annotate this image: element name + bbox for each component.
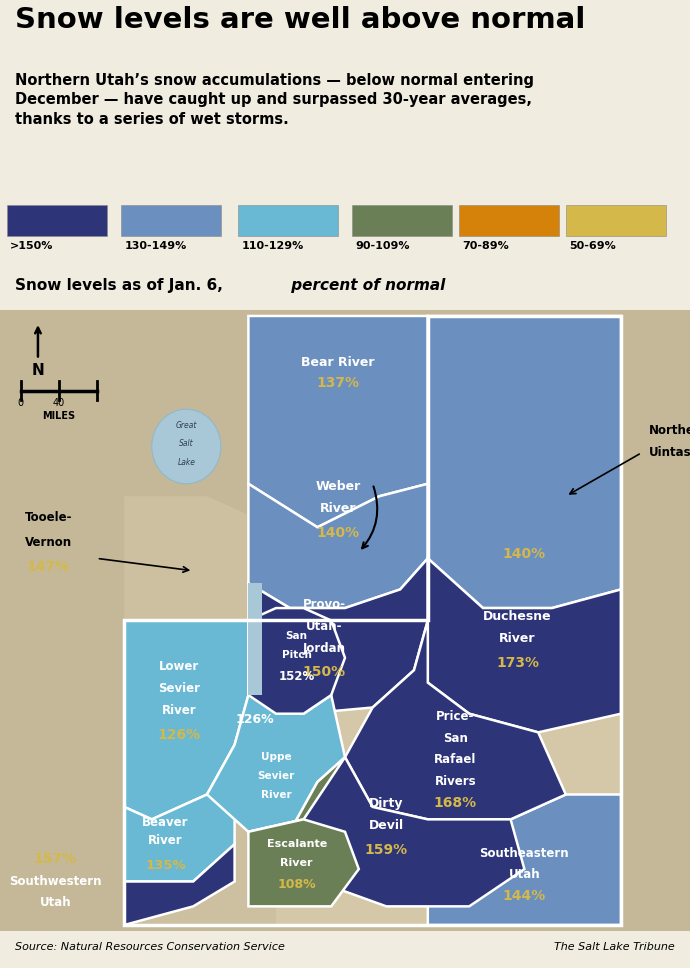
Bar (352, 205, 452, 236)
Polygon shape (248, 608, 345, 713)
Bar (121, 205, 221, 236)
Bar (566, 205, 666, 236)
Text: Beaver: Beaver (142, 816, 189, 829)
Text: Utah-: Utah- (306, 620, 342, 633)
Text: 126%: 126% (158, 728, 201, 741)
Text: >150%: >150% (10, 241, 54, 251)
Text: Utah: Utah (509, 868, 540, 882)
Text: Lower: Lower (159, 660, 199, 673)
Text: Rivers: Rivers (435, 775, 476, 788)
Polygon shape (248, 819, 359, 906)
Text: 173%: 173% (496, 656, 539, 670)
Text: 152%: 152% (279, 670, 315, 682)
Text: 137%: 137% (317, 377, 359, 390)
Text: Weber: Weber (315, 480, 361, 493)
Text: The Salt Lake Tribune: The Salt Lake Tribune (554, 942, 675, 952)
Polygon shape (207, 695, 345, 832)
Text: 140%: 140% (503, 547, 546, 561)
Polygon shape (428, 795, 621, 925)
Text: River: River (320, 501, 356, 515)
Text: Source: Natural Resources Conservation Service: Source: Natural Resources Conservation S… (15, 942, 285, 952)
Text: 130-149%: 130-149% (124, 241, 186, 251)
Text: Northern Utah’s snow accumulations — below normal entering
December — have caugh: Northern Utah’s snow accumulations — bel… (15, 74, 534, 127)
Text: Jordan: Jordan (303, 642, 346, 654)
Text: Devil: Devil (369, 819, 404, 832)
Text: N: N (32, 363, 44, 378)
Text: Provo-: Provo- (303, 598, 346, 611)
Text: Great: Great (176, 421, 197, 430)
Text: Sevier: Sevier (159, 681, 200, 695)
Text: 108%: 108% (277, 878, 316, 891)
Text: Price-: Price- (436, 710, 475, 723)
Text: River: River (261, 790, 291, 800)
Polygon shape (248, 316, 428, 528)
Text: 40: 40 (52, 398, 65, 408)
Text: Northeastern: Northeastern (649, 424, 690, 437)
Text: River: River (280, 858, 313, 868)
Polygon shape (124, 620, 248, 819)
Text: Southeastern: Southeastern (480, 847, 569, 860)
Text: percent of normal: percent of normal (286, 279, 446, 293)
Polygon shape (428, 316, 621, 608)
Text: Rafael: Rafael (434, 753, 477, 767)
Text: 159%: 159% (365, 842, 408, 857)
Text: MILES: MILES (42, 410, 75, 420)
Bar (459, 205, 559, 236)
Text: River: River (148, 834, 183, 847)
Text: 140%: 140% (317, 526, 359, 539)
Text: 157%: 157% (34, 852, 77, 865)
Text: 168%: 168% (434, 796, 477, 810)
Text: 147%: 147% (27, 560, 70, 574)
Text: Tooele-: Tooele- (25, 511, 72, 524)
Polygon shape (124, 844, 235, 925)
Text: 0: 0 (18, 398, 23, 408)
Text: 126%: 126% (236, 713, 275, 726)
Text: 150%: 150% (303, 665, 346, 680)
Bar (7, 205, 107, 236)
Text: 90-109%: 90-109% (355, 241, 410, 251)
Text: Snow levels as of Jan. 6,: Snow levels as of Jan. 6, (15, 279, 223, 293)
Text: River: River (500, 632, 535, 646)
Polygon shape (248, 484, 428, 608)
Text: Lake: Lake (177, 458, 195, 468)
Text: River: River (162, 704, 197, 716)
Text: Sevier: Sevier (257, 771, 295, 781)
Text: Duchesne: Duchesne (483, 611, 552, 623)
Text: Southwestern: Southwestern (9, 875, 101, 888)
Text: Salt: Salt (179, 439, 194, 448)
Text: Snow levels are well above normal: Snow levels are well above normal (15, 6, 586, 34)
Text: Dirty: Dirty (369, 797, 404, 810)
Ellipse shape (152, 409, 221, 484)
Polygon shape (248, 559, 428, 713)
Text: Vernon: Vernon (25, 536, 72, 549)
Text: 50-69%: 50-69% (569, 241, 616, 251)
Bar (238, 205, 338, 236)
Text: 70-89%: 70-89% (462, 241, 509, 251)
Text: Uintas: Uintas (649, 446, 690, 459)
Text: San: San (443, 732, 468, 744)
Polygon shape (124, 497, 276, 925)
Polygon shape (248, 583, 262, 695)
Polygon shape (124, 795, 235, 882)
Text: San: San (286, 631, 308, 641)
Text: 144%: 144% (503, 890, 546, 903)
Polygon shape (345, 620, 566, 819)
Polygon shape (290, 757, 524, 906)
Text: Pitch: Pitch (282, 650, 312, 660)
Text: Utah: Utah (39, 896, 71, 909)
Text: 110-129%: 110-129% (241, 241, 304, 251)
Text: Escalante: Escalante (266, 839, 327, 849)
Polygon shape (124, 316, 621, 925)
Polygon shape (248, 757, 345, 869)
Text: 135%: 135% (146, 859, 186, 872)
Text: Uppe: Uppe (261, 752, 291, 763)
Text: Bear River: Bear River (302, 355, 375, 369)
Polygon shape (428, 559, 621, 733)
